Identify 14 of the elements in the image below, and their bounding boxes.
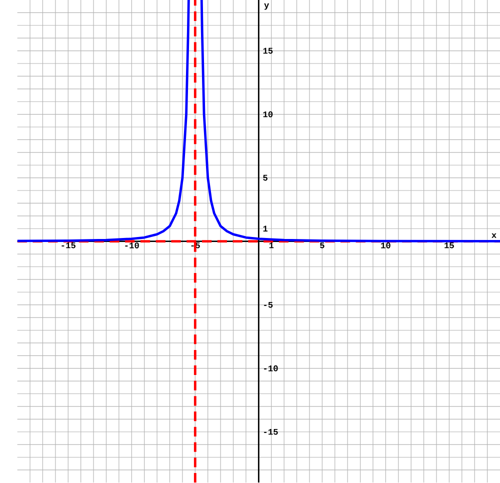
x-tick-label: -15 xyxy=(62,242,76,248)
x-tick-label: 5 xyxy=(320,242,324,248)
y-tick-label: 10 xyxy=(263,112,273,118)
x-tick-label: 10 xyxy=(381,242,390,249)
y-tick-label: 1 xyxy=(263,226,268,232)
x-tick-label: -10 xyxy=(125,242,139,249)
y-tick-label: -5 xyxy=(264,302,273,308)
y-tick-label: -10 xyxy=(264,366,278,372)
y-tick-label: 5 xyxy=(263,175,268,181)
y-axis-title: y xyxy=(264,4,270,10)
x-tick-label: 15 xyxy=(444,242,454,248)
y-tick-label: 15 xyxy=(263,48,273,54)
x-axis-title: x xyxy=(492,234,496,238)
y-tick-label: -15 xyxy=(264,429,278,435)
